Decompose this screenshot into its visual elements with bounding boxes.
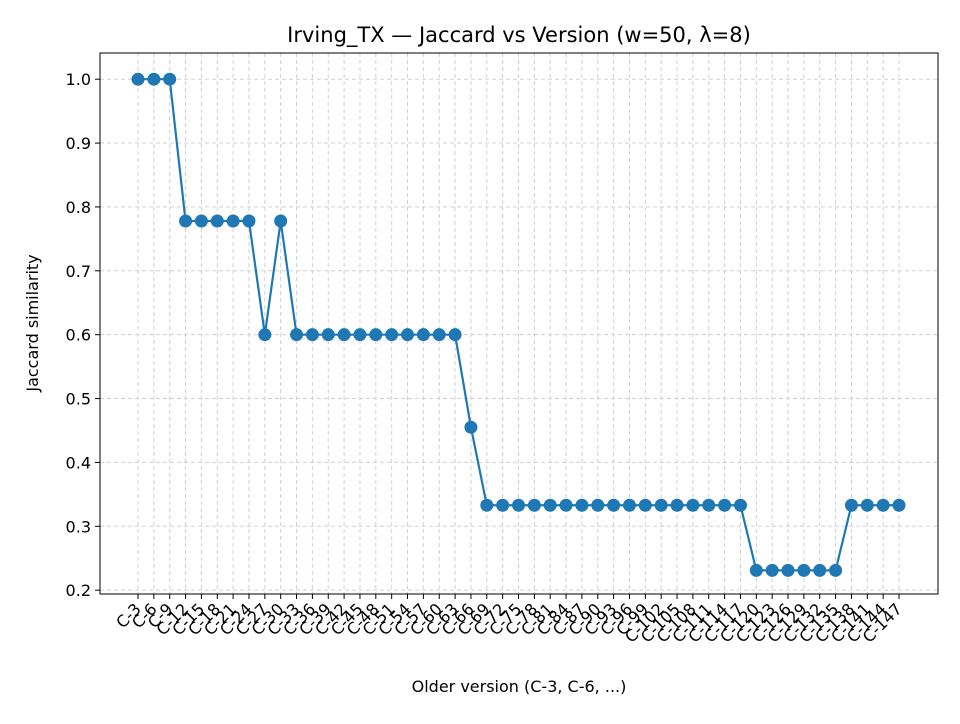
marker (543, 498, 557, 512)
marker (892, 498, 906, 512)
marker (274, 214, 288, 228)
marker (876, 498, 890, 512)
marker (527, 498, 541, 512)
marker (797, 563, 811, 577)
marker (353, 328, 367, 342)
y-axis-label: Jaccard similarity (23, 254, 42, 392)
marker (290, 328, 304, 342)
marker (718, 498, 732, 512)
marker (512, 498, 525, 512)
marker (496, 498, 510, 512)
y-tick-label: 0.2 (66, 581, 91, 600)
marker (401, 328, 415, 342)
marker (813, 563, 827, 577)
y-tick-label: 0.5 (66, 390, 91, 409)
y-tick-label: 0.8 (66, 198, 91, 217)
marker (622, 498, 636, 512)
marker (369, 328, 383, 342)
marker (210, 214, 224, 228)
marker (163, 72, 177, 86)
marker (321, 328, 335, 342)
marker (575, 498, 589, 512)
x-axis-label: Older version (C-3, C-6, ...) (412, 677, 627, 696)
marker (448, 328, 462, 342)
marker (607, 498, 621, 512)
marker (860, 498, 874, 512)
marker (194, 214, 208, 228)
marker (385, 328, 399, 342)
y-tick-label: 0.4 (66, 453, 91, 472)
marker (559, 498, 573, 512)
y-tick-label: 1.0 (66, 70, 91, 89)
marker (638, 498, 652, 512)
marker (591, 498, 605, 512)
marker (432, 328, 446, 342)
marker (733, 498, 747, 512)
marker (670, 498, 684, 512)
marker (702, 498, 716, 512)
y-tick-label: 0.6 (66, 326, 91, 345)
marker (337, 328, 351, 342)
marker (179, 214, 193, 228)
marker (765, 563, 779, 577)
marker (686, 498, 700, 512)
marker (131, 72, 145, 86)
marker (226, 214, 240, 228)
chart-title: Irving_TX — Jaccard vs Version (w=50, λ=… (287, 23, 751, 48)
y-tick-label: 0.9 (66, 134, 91, 153)
marker (829, 563, 843, 577)
marker (654, 498, 668, 512)
marker (258, 328, 272, 342)
marker (242, 214, 256, 228)
plot-frame (99, 52, 939, 595)
marker (844, 498, 858, 512)
y-tick-label: 0.7 (66, 262, 91, 281)
marker (147, 72, 161, 86)
y-tick-label: 0.3 (66, 517, 91, 536)
marker (416, 328, 430, 342)
marker (781, 563, 795, 577)
marker (464, 420, 478, 434)
marker (305, 328, 319, 342)
marker (480, 498, 494, 512)
marker (749, 563, 763, 577)
